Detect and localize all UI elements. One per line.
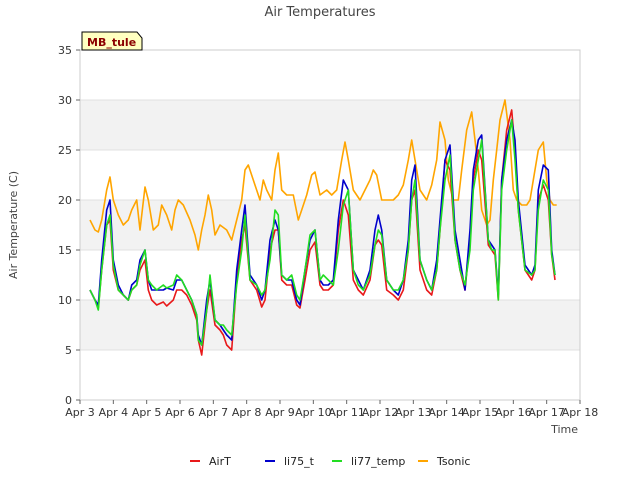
x-tick-label: Apr 6 bbox=[165, 406, 195, 419]
grid-band bbox=[80, 100, 580, 150]
x-axis-label: Time bbox=[550, 423, 578, 436]
legend-label: AirT bbox=[209, 455, 231, 468]
y-tick-label: 5 bbox=[65, 344, 72, 357]
y-tick-label: 25 bbox=[58, 144, 72, 157]
y-tick-label: 15 bbox=[58, 244, 72, 257]
series-line-li77-temp bbox=[89, 119, 556, 346]
x-tick-label: Apr 15 bbox=[462, 406, 499, 419]
y-tick-label: 30 bbox=[58, 94, 72, 107]
x-tick-label: Apr 10 bbox=[295, 406, 332, 419]
x-tick-label: Apr 9 bbox=[265, 406, 295, 419]
x-tick-label: Apr 12 bbox=[362, 406, 399, 419]
y-tick-label: 0 bbox=[65, 394, 72, 407]
legend-label: li77_temp bbox=[351, 455, 405, 468]
grid-band bbox=[80, 300, 580, 350]
legend: AirT li75_t li77_temp Tsonic bbox=[190, 455, 470, 468]
site-tag-label: MB_tule bbox=[87, 36, 136, 49]
site-tag-box bbox=[81, 31, 143, 51]
plot-area bbox=[79, 49, 581, 401]
series-lines bbox=[89, 99, 557, 356]
site-tag: MB_tule bbox=[81, 31, 143, 51]
chart-title: Air Temperatures bbox=[264, 5, 375, 20]
x-tick-label: Apr 7 bbox=[199, 406, 229, 419]
x-tick-label: Apr 8 bbox=[232, 406, 262, 419]
y-tick-label: 10 bbox=[58, 294, 72, 307]
x-tick-label: Apr 5 bbox=[132, 406, 162, 419]
grid-bands bbox=[80, 49, 580, 401]
x-tick-label: Apr 13 bbox=[395, 406, 432, 419]
x-tick-label: Apr 11 bbox=[328, 406, 365, 419]
legend-label: Tsonic bbox=[436, 455, 470, 468]
y-tick-label: 20 bbox=[58, 194, 72, 207]
x-tick-label: Apr 4 bbox=[99, 406, 129, 419]
x-axis: Apr 3 Apr 4 Apr 5 Apr 6 Apr 7 Apr 8 Apr 9 Apr 1… bbox=[65, 400, 598, 419]
series-line-airt bbox=[89, 109, 556, 356]
y-axis-label: Air Temperature (C) bbox=[7, 171, 20, 279]
y-tick-label: 35 bbox=[58, 44, 72, 57]
x-tick-label: Apr 16 bbox=[495, 406, 532, 419]
legend-label: li75_t bbox=[284, 455, 315, 468]
x-tick-label: Apr 3 bbox=[65, 406, 95, 419]
x-tick-label: Apr 14 bbox=[428, 406, 465, 419]
x-tick-label: Apr 17 bbox=[528, 406, 565, 419]
grid-band bbox=[80, 200, 580, 250]
x-tick-label: Apr 18 bbox=[562, 406, 599, 419]
y-axis: 0 5 10 15 20 25 30 35 bbox=[58, 44, 80, 407]
